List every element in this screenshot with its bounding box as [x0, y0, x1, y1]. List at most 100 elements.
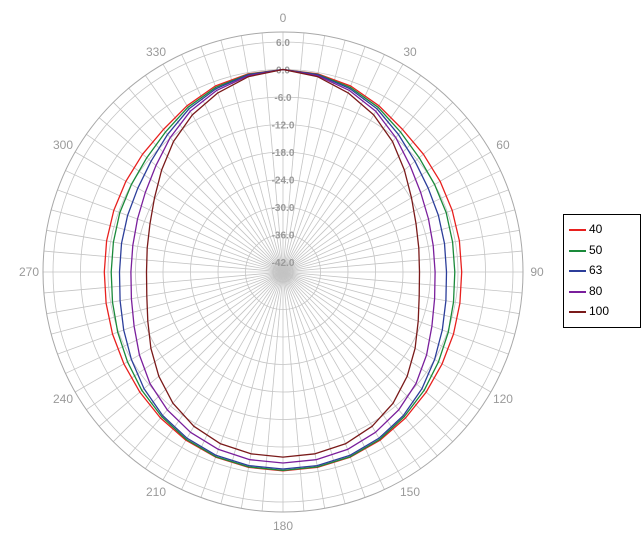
grid-spoke — [65, 271, 284, 374]
radial-tick-label: -30.0 — [272, 203, 295, 214]
legend-swatch — [569, 229, 586, 231]
grid-spoke — [282, 40, 346, 273]
radial-tick-label: -36.0 — [272, 231, 295, 242]
grid-spoke — [74, 271, 284, 393]
legend-label: 100 — [589, 304, 610, 318]
outer-ring — [42, 31, 524, 513]
grid-spoke — [282, 271, 385, 490]
legend-label: 80 — [589, 283, 603, 298]
angle-label-210: 210 — [146, 485, 166, 499]
grid-spoke — [282, 271, 326, 509]
radial-tick-label: 0.0 — [276, 66, 290, 77]
legend-item-63: 63 — [569, 262, 639, 280]
grid-spoke — [282, 271, 421, 469]
legend-label: 50 — [589, 242, 603, 257]
legend-swatch — [569, 270, 586, 272]
grid-spoke — [86, 271, 284, 410]
grid-spoke — [181, 271, 284, 490]
grid-spoke — [261, 271, 284, 512]
grid-spoke — [282, 271, 523, 294]
grid-spoke — [282, 271, 366, 498]
grid-spoke — [86, 134, 284, 273]
legend: 40 50 63 80 100 — [563, 214, 641, 328]
grid-spoke — [145, 271, 284, 469]
grid-spoke — [282, 271, 305, 512]
radial-tick-label: -18.0 — [272, 148, 295, 159]
grid-spoke — [57, 271, 284, 355]
grid-spoke — [128, 87, 284, 273]
grid-spoke — [282, 209, 515, 273]
radial-tick-label: -24.0 — [272, 176, 295, 187]
angle-label-0: 0 — [280, 11, 287, 25]
angle-label-180: 180 — [273, 519, 293, 533]
legend-item-50: 50 — [569, 242, 639, 260]
grid-spoke — [74, 151, 284, 273]
series-line-63 — [118, 68, 448, 470]
grid-spoke — [46, 229, 284, 273]
grid-spoke — [200, 271, 284, 498]
angle-label-90: 90 — [530, 265, 544, 279]
grid-spoke — [282, 271, 480, 410]
legend-swatch — [569, 249, 586, 252]
grid-spoke — [113, 271, 284, 442]
grid-spoke — [282, 271, 438, 457]
angle-label-330: 330 — [146, 45, 166, 59]
grid-spoke — [43, 250, 284, 273]
angle-label-60: 60 — [496, 138, 510, 152]
angle-label-120: 120 — [493, 392, 513, 406]
grid-spoke — [282, 75, 421, 273]
grid-spoke — [282, 271, 515, 335]
series-line-100 — [145, 68, 421, 458]
angle-label-300: 300 — [53, 138, 73, 152]
grid-spoke — [282, 271, 509, 355]
grid-spoke — [282, 271, 404, 481]
grid-spoke — [282, 87, 438, 273]
grid-spoke — [98, 271, 284, 427]
angle-label-270: 270 — [19, 265, 39, 279]
grid-spoke — [46, 271, 284, 315]
legend-item-100: 100 — [569, 303, 639, 321]
series-lines — [103, 68, 463, 472]
series-line-80 — [130, 68, 436, 464]
grid-spoke — [282, 170, 501, 273]
grid-spoke — [282, 189, 509, 273]
angle-label-240: 240 — [53, 392, 73, 406]
grid-spoke — [282, 271, 453, 442]
legend-item-80: 80 — [569, 283, 639, 301]
angle-label-150: 150 — [400, 485, 420, 499]
grid-spoke — [282, 117, 468, 273]
radial-tick-label: -12.0 — [272, 121, 295, 132]
radial-tick-labels: 6.0 0.0 -6.0 -12.0 -18.0 -24.0 -30.0 -36.0 -42.0 — [272, 38, 295, 269]
radial-tick-label: 6.0 — [276, 38, 290, 49]
grid-spoke — [282, 271, 492, 393]
grid-spoke — [240, 271, 284, 509]
grid-spoke — [181, 54, 284, 273]
legend-swatch — [569, 290, 586, 293]
legend-label: 63 — [589, 263, 603, 277]
grid-spoke — [162, 271, 284, 481]
grid-spoke — [113, 102, 284, 273]
grid-spoke — [145, 75, 284, 273]
legend-label: 40 — [589, 222, 603, 236]
grid-spoke — [282, 271, 520, 315]
angle-labels: 0 30 60 90 120 150 180 210 240 270 300 330 — [19, 11, 544, 533]
grid-spoke — [162, 63, 284, 273]
grid-spoke — [65, 170, 284, 273]
grid-spoke — [98, 117, 284, 273]
grid-spoke — [282, 271, 468, 427]
grid-spoke — [282, 134, 480, 273]
legend-swatch — [569, 311, 586, 313]
polar-grid — [42, 31, 524, 513]
legend-item-40: 40 — [569, 221, 639, 239]
grid-spoke — [282, 102, 453, 273]
grid-spoke — [282, 151, 492, 273]
radial-tick-label: -42.0 — [272, 258, 295, 269]
grid-spoke — [282, 271, 346, 504]
grid-spoke — [282, 63, 404, 273]
grid-spoke — [282, 54, 385, 273]
grid-spoke — [220, 40, 284, 273]
angle-label-30: 30 — [403, 45, 417, 59]
grid-spoke — [51, 271, 284, 335]
grid-spoke — [200, 46, 284, 273]
